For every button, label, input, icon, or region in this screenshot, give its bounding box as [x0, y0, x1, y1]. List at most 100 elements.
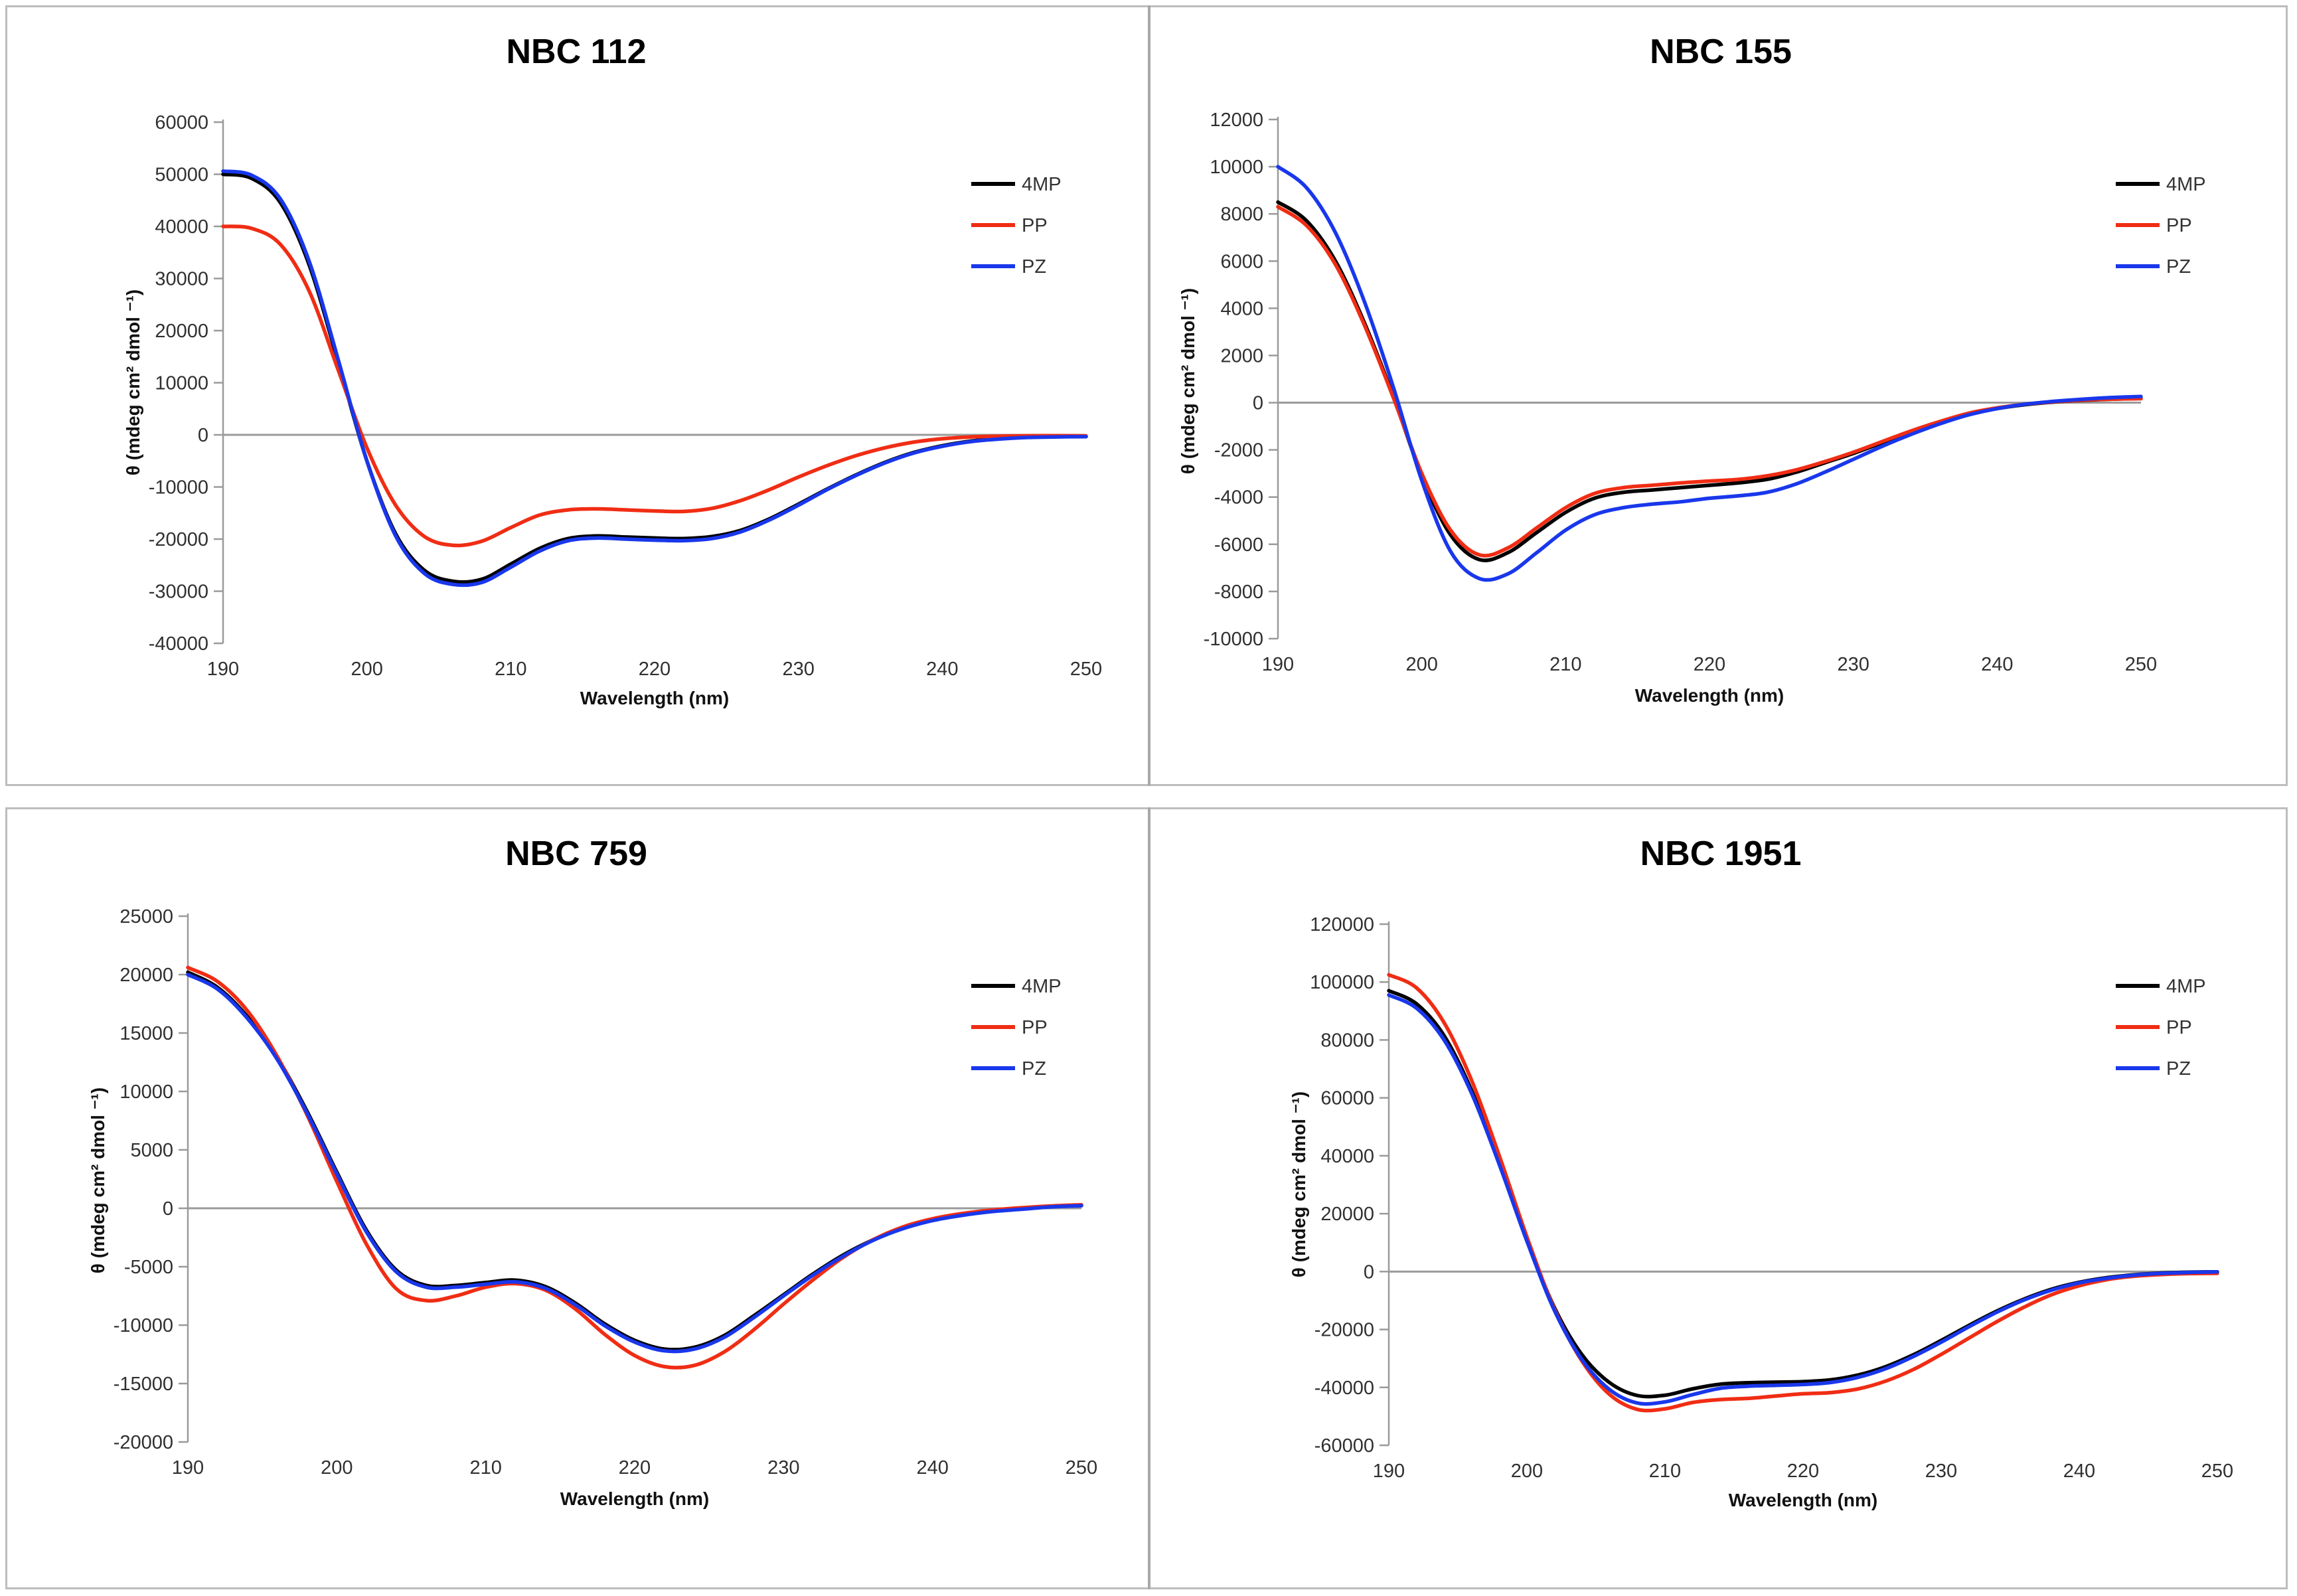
legend-label-PP: PP — [2166, 215, 2192, 236]
x-axis-title: Wavelength (nm) — [560, 1488, 710, 1509]
x-tick-label: 190 — [1262, 654, 1294, 675]
y-tick-label: 30000 — [155, 269, 208, 290]
y-tick-label: 60000 — [155, 112, 208, 133]
legend-label-PP: PP — [2166, 1017, 2192, 1038]
chart-canvas-nbc-155: 12000 10000 8000 6000 4000 2000 0 -2000 -4000 -60… — [1204, 110, 2206, 675]
top-panel-divider — [1148, 5, 1150, 786]
series-line-4MP — [221, 172, 1088, 584]
series-line-PP — [1276, 204, 2143, 558]
series-line-4MP — [1276, 200, 2143, 562]
y-tick-label: 10000 — [1210, 157, 1263, 178]
chart-title: NBC 112 — [506, 33, 647, 71]
x-tick-label: 250 — [2125, 654, 2157, 675]
y-tick-label: -6000 — [1214, 534, 1263, 556]
legend-label-PZ: PZ — [2166, 1058, 2191, 1079]
series-line-PZ — [186, 973, 1083, 1354]
x-tick-label: 210 — [1549, 654, 1581, 675]
y-tick-label: 20000 — [155, 321, 208, 342]
legend-label-PZ: PZ — [2166, 256, 2191, 278]
x-tick-label: 210 — [1649, 1461, 1681, 1482]
legend-label-4MP: 4MP — [2166, 976, 2206, 997]
legend-label-PP: PP — [1022, 1017, 1048, 1038]
y-tick-label: 6000 — [1220, 251, 1263, 272]
x-tick-label: 230 — [767, 1457, 799, 1478]
y-axis-title: θ (mdeg cm² dmol ⁻¹) — [1289, 1091, 1309, 1278]
y-axis-title: θ (mdeg cm² dmol ⁻¹) — [88, 1087, 108, 1274]
x-axis-title: Wavelength (nm) — [580, 688, 730, 708]
x-tick-label: 240 — [1981, 654, 2013, 675]
legend-label-4MP: 4MP — [1022, 174, 1062, 195]
y-tick-label: -10000 — [149, 477, 208, 499]
y-tick-label: -10000 — [114, 1315, 173, 1336]
series-line-PP — [1387, 973, 2219, 1413]
y-tick-label: 40000 — [1320, 1146, 1374, 1167]
chart-canvas-nbc-1951: 120000 100000 80000 60000 40000 20000 0 -20000 -… — [1310, 914, 2233, 1482]
y-tick-label: -20000 — [114, 1432, 173, 1453]
y-tick-label: 40000 — [155, 216, 208, 238]
top-panel — [5, 5, 2288, 786]
y-tick-label: -15000 — [114, 1374, 173, 1395]
y-tick-label: -60000 — [1314, 1435, 1374, 1457]
y-tick-label: 10000 — [119, 1081, 173, 1103]
legend-label-PZ: PZ — [1022, 256, 1046, 278]
x-tick-label: 210 — [469, 1457, 501, 1478]
x-tick-label: 220 — [639, 659, 671, 680]
chart-canvas-nbc-759: 25000 20000 15000 10000 5000 0 -5000 -10000 -150… — [114, 906, 1098, 1478]
y-tick-label: 50000 — [155, 165, 208, 186]
y-tick-label: -5000 — [124, 1257, 173, 1278]
y-tick-label: -8000 — [1214, 582, 1263, 603]
x-tick-label: 230 — [782, 659, 814, 680]
x-tick-label: 240 — [2063, 1461, 2095, 1482]
chart-title: NBC 155 — [1650, 33, 1792, 71]
y-tick-label: 0 — [1364, 1261, 1374, 1283]
series-line-PZ — [1387, 993, 2219, 1406]
x-tick-label: 190 — [1373, 1461, 1405, 1482]
chart-nbc-155: 12000 10000 8000 6000 4000 2000 0 -2000 -4000 -60… — [1152, 8, 2290, 785]
x-tick-label: 250 — [1070, 659, 1102, 680]
x-tick-label: 200 — [321, 1457, 353, 1478]
legend-label-4MP: 4MP — [2166, 174, 2206, 195]
x-tick-label: 250 — [2201, 1461, 2233, 1482]
y-tick-label: 0 — [198, 425, 208, 446]
y-tick-label: 15000 — [119, 1023, 173, 1044]
x-tick-label: 200 — [351, 659, 382, 680]
series-line-PP — [186, 965, 1083, 1370]
x-tick-label: 220 — [619, 1457, 651, 1478]
chart-nbc-112: 60000 50000 40000 30000 20000 10000 0 -10000 -20… — [7, 8, 1145, 785]
y-tick-label: 20000 — [1320, 1204, 1374, 1225]
y-tick-label: 25000 — [119, 906, 173, 927]
y-tick-label: -30000 — [149, 582, 208, 603]
y-tick-label: 80000 — [1320, 1030, 1374, 1051]
y-axis-title: θ (mdeg cm² dmol ⁻¹) — [1178, 287, 1198, 475]
bottom-panel-divider — [1148, 807, 1150, 1589]
x-tick-label: 240 — [926, 659, 958, 680]
x-tick-label: 210 — [495, 659, 526, 680]
y-tick-label: -20000 — [149, 529, 208, 550]
y-tick-label: 5000 — [130, 1140, 173, 1161]
y-tick-label: 120000 — [1310, 914, 1374, 935]
y-tick-label: 8000 — [1220, 204, 1263, 225]
x-tick-label: 220 — [1694, 654, 1725, 675]
y-axis-title: θ (mdeg cm² dmol ⁻¹) — [123, 289, 143, 476]
y-tick-label: -10000 — [1204, 629, 1263, 650]
y-tick-label: -20000 — [1314, 1320, 1374, 1341]
y-tick-label: -4000 — [1214, 487, 1263, 509]
y-tick-label: -2000 — [1214, 440, 1263, 461]
y-tick-label: -40000 — [1314, 1378, 1374, 1399]
x-tick-label: 200 — [1511, 1461, 1543, 1482]
series-line-4MP — [186, 970, 1083, 1352]
y-tick-label: 12000 — [1210, 110, 1263, 131]
x-tick-label: 190 — [172, 1457, 204, 1478]
chart-title: NBC 759 — [505, 835, 647, 873]
chart-nbc-759: 25000 20000 15000 10000 5000 0 -5000 -10000 -150… — [7, 810, 1145, 1587]
y-tick-label: 100000 — [1310, 972, 1374, 993]
x-tick-label: 200 — [1405, 654, 1437, 675]
series-line-PP — [221, 224, 1088, 548]
x-tick-label: 220 — [1787, 1461, 1819, 1482]
y-tick-label: -40000 — [149, 633, 208, 655]
chart-canvas-nbc-112: 60000 50000 40000 30000 20000 10000 0 -10000 -20… — [149, 112, 1103, 680]
x-tick-label: 230 — [1837, 654, 1869, 675]
x-axis-title: Wavelength (nm) — [1634, 685, 1784, 706]
chart-nbc-1951: 120000 100000 80000 60000 40000 20000 0 -20000 -… — [1152, 810, 2290, 1587]
x-axis-title: Wavelength (nm) — [1728, 1490, 1878, 1510]
